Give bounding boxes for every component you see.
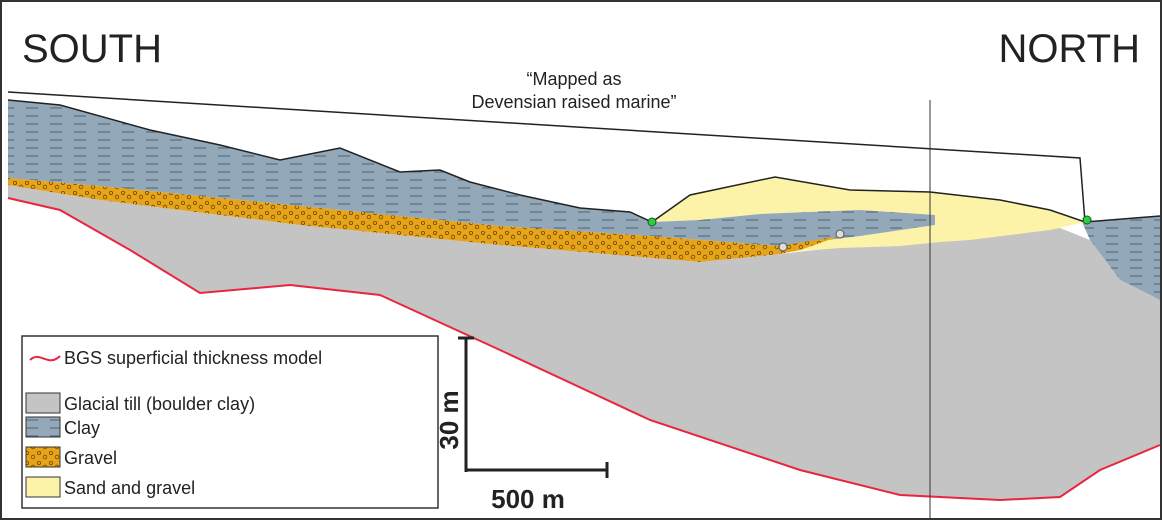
scale-horizontal: 500 m <box>491 484 565 514</box>
south-label: SOUTH <box>22 27 162 71</box>
legend-label: Clay <box>64 418 100 438</box>
annotation: “Mapped as <box>526 69 621 89</box>
legend-label: Gravel <box>64 448 117 468</box>
legend-swatch <box>26 393 60 413</box>
north-label: NORTH <box>999 27 1140 71</box>
legend-swatch <box>26 447 60 467</box>
scale-vertical: 30 m <box>434 390 464 449</box>
legend-label: Sand and gravel <box>64 478 195 498</box>
annotation: Devensian raised marine” <box>471 92 676 112</box>
borehole <box>779 243 787 251</box>
legend-swatch <box>26 477 60 497</box>
borehole <box>1083 216 1091 224</box>
legend-swatch <box>26 417 60 437</box>
borehole <box>836 230 844 238</box>
legend-label: Glacial till (boulder clay) <box>64 394 255 414</box>
legend-label: BGS superficial thickness model <box>64 348 322 368</box>
borehole <box>648 218 656 226</box>
cross-section: SOUTH NORTH “Mapped as Devensian raised … <box>0 0 1162 520</box>
